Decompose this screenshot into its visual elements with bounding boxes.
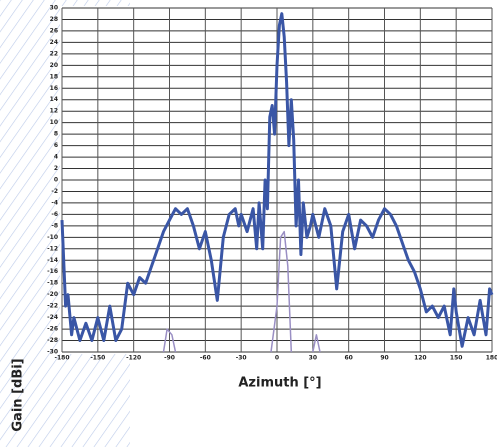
y-tick-label: -6: [51, 211, 58, 218]
x-tick-label: -150: [90, 355, 105, 362]
y-tick-label: 10: [50, 119, 58, 126]
x-tick-label: 30: [309, 355, 317, 362]
y-axis-label: Gain [dBi]: [11, 358, 26, 431]
y-tick-label: -2: [51, 188, 58, 195]
y-tick-label: -4: [51, 199, 58, 206]
y-tick-label: 26: [50, 27, 58, 34]
x-tick-label: 150: [450, 355, 463, 362]
x-tick-label: -120: [126, 355, 141, 362]
y-tick-label: 16: [50, 85, 58, 92]
y-tick-label: -26: [47, 326, 58, 333]
x-tick-label: -90: [164, 355, 175, 362]
y-tick-label: -16: [47, 268, 58, 275]
x-tick-label: -30: [236, 355, 247, 362]
y-tick-label: 22: [50, 50, 58, 57]
y-tick-label: 28: [50, 16, 58, 23]
x-tick-label: 60: [344, 355, 352, 362]
y-tick-label: 20: [50, 62, 58, 69]
y-tick-label: -18: [47, 280, 58, 287]
y-tick-label: 14: [50, 96, 58, 103]
y-tick-label: 18: [50, 73, 58, 80]
x-tick-label: 0: [275, 355, 279, 362]
y-tick-label: -20: [47, 291, 58, 298]
y-tick-label: 8: [54, 131, 58, 138]
y-tick-label: -30: [47, 349, 58, 356]
y-tick-label: -10: [47, 234, 58, 241]
y-tick-label: 2: [54, 165, 58, 172]
y-tick-label: -22: [47, 303, 58, 310]
y-tick-label: -24: [47, 314, 58, 321]
x-tick-label: -180: [54, 355, 69, 362]
x-tick-label: -60: [200, 355, 211, 362]
y-tick-label: -12: [47, 245, 58, 252]
x-tick-label: 120: [414, 355, 427, 362]
x-tick-label: 90: [380, 355, 388, 362]
series-line: [162, 230, 321, 353]
series-line: [60, 12, 494, 348]
y-tick-label: 6: [54, 142, 58, 149]
y-tick-label: 12: [50, 108, 58, 115]
y-tick-label: 4: [54, 154, 58, 161]
y-tick-label: -28: [47, 337, 58, 344]
y-tick-label: 0: [54, 177, 58, 184]
x-axis-label: Azimuth [°]: [238, 376, 321, 391]
x-tick-label: 180: [486, 355, 497, 362]
y-tick-label: 24: [50, 39, 58, 46]
y-tick-label: -14: [47, 257, 58, 264]
y-tick-label: -8: [51, 222, 58, 229]
y-tick-label: 30: [50, 5, 58, 12]
